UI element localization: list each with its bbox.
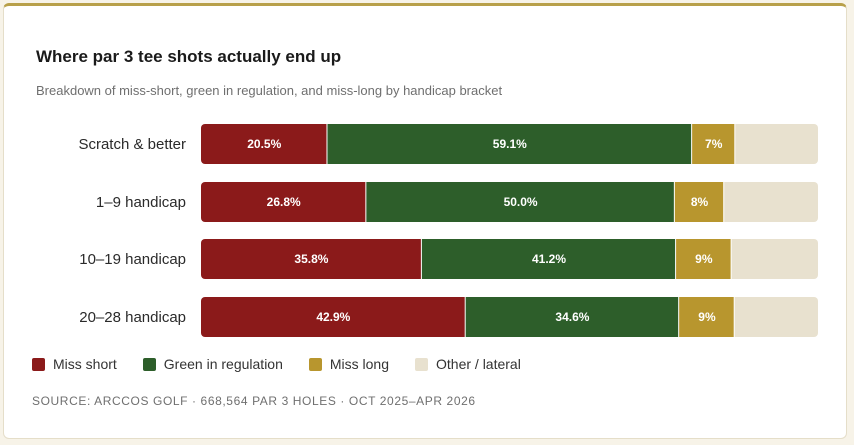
bar-segment-other-lateral-20-28-handicap (734, 297, 818, 337)
category-label-10-19-handicap: 10–19 handicap (79, 251, 186, 268)
legend-item-other-lateral: Other / lateral (415, 356, 521, 372)
legend-label: Miss long (329, 356, 390, 372)
bar-row-20-28-handicap (201, 297, 818, 337)
legend-swatch (142, 357, 156, 371)
bar-segment-other-lateral-1-9-handicap (724, 182, 818, 222)
data-label-miss-long-10-19-handicap: 9% (695, 252, 713, 266)
legend-label: Other / lateral (436, 356, 521, 372)
data-label-green-in-regulation-20-28-handicap: 34.6% (555, 310, 589, 324)
bar-segment-miss-long-scratch-better (692, 124, 736, 164)
category-label-20-28-handicap: 20–28 handicap (79, 309, 186, 326)
data-label-miss-short-10-19-handicap: 35.8% (294, 252, 328, 266)
category-label-scratch-better: Scratch & better (78, 136, 186, 153)
bar-segment-other-lateral-10-19-handicap (731, 239, 818, 279)
data-label-miss-short-20-28-handicap: 42.9% (316, 310, 350, 324)
legend-swatch (308, 357, 322, 371)
legend-item-miss-short: Miss short (32, 356, 117, 372)
bar-segment-miss-long-10-19-handicap (676, 239, 732, 279)
chart-legend: Miss short Green in regulation Miss long Ot… (32, 356, 547, 372)
bar-segment-green-in-regulation-scratch-better (327, 124, 693, 164)
category-label-1-9-handicap: 1–9 handicap (96, 194, 186, 211)
bar-segment-miss-short-scratch-better (201, 124, 328, 164)
data-label-green-in-regulation-10-19-handicap: 41.2% (532, 252, 566, 266)
bar-segment-green-in-regulation-10-19-handicap (421, 239, 677, 279)
data-label-miss-long-20-28-handicap: 9% (698, 310, 716, 324)
bar-segment-green-in-regulation-1-9-handicap (366, 182, 675, 222)
data-label-miss-long-1-9-handicap: 8% (691, 195, 709, 209)
bar-segment-green-in-regulation-20-28-handicap (465, 297, 680, 337)
chart-title: Where par 3 tee shots actually end up (36, 47, 342, 66)
bar-segment-miss-long-1-9-handicap (674, 182, 725, 222)
legend-label: Green in regulation (163, 356, 283, 372)
legend-item-green-in-regulation: Green in regulation (142, 356, 283, 372)
legend-item-miss-long: Miss long (308, 356, 390, 372)
source-note: SOURCE: ARCCOS GOLF · 668,564 PAR 3 HOLE… (32, 394, 476, 408)
bar-row-scratch-better (201, 124, 818, 164)
data-label-miss-long-scratch-better: 7% (705, 137, 723, 151)
data-label-miss-short-scratch-better: 20.5% (247, 137, 281, 151)
legend-swatch (32, 357, 45, 371)
data-label-green-in-regulation-scratch-better: 59.1% (493, 137, 527, 151)
bar-segment-miss-short-20-28-handicap (201, 297, 466, 337)
legend-label: Miss short (53, 356, 117, 372)
data-label-miss-short-1-9-handicap: 26.8% (267, 195, 301, 209)
chart-subtitle: Breakdown of miss-short, green in regula… (36, 83, 503, 98)
bar-segment-miss-short-10-19-handicap (201, 239, 422, 279)
bar-row-10-19-handicap (201, 239, 818, 279)
bar-segment-miss-short-1-9-handicap (201, 182, 367, 222)
legend-swatch (415, 357, 429, 371)
bar-row-1-9-handicap (201, 182, 818, 222)
bar-segment-other-lateral-scratch-better (735, 124, 818, 164)
data-label-green-in-regulation-1-9-handicap: 50.0% (504, 195, 538, 209)
bar-segment-miss-long-20-28-handicap (679, 297, 735, 337)
